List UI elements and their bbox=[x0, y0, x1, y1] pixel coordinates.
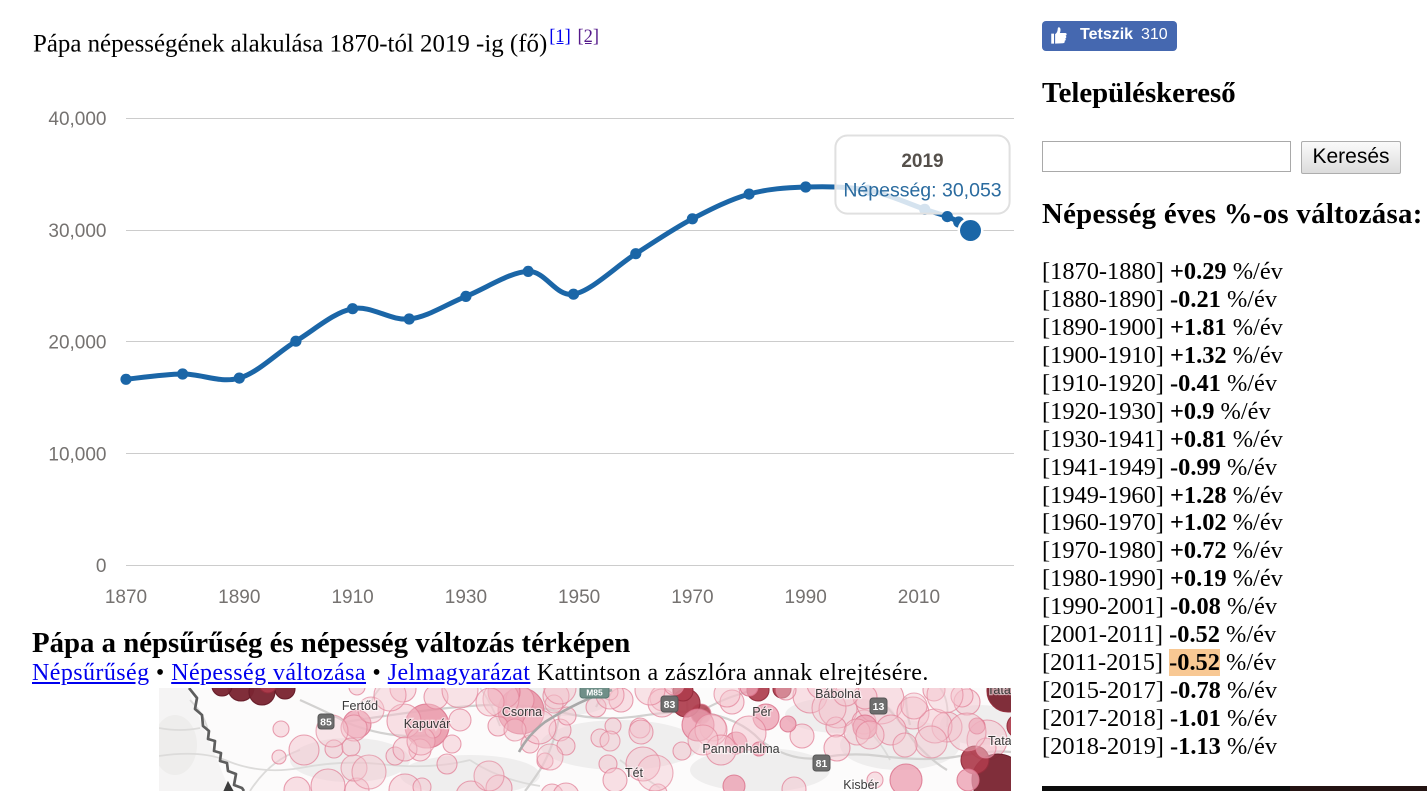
svg-text:Fertőd: Fertőd bbox=[342, 699, 378, 713]
svg-text:0: 0 bbox=[96, 556, 107, 577]
svg-text:1970: 1970 bbox=[671, 587, 713, 608]
svg-text:2010: 2010 bbox=[898, 587, 940, 608]
svg-text:Kapuvár: Kapuvár bbox=[404, 717, 451, 731]
svg-text:2019: 2019 bbox=[901, 151, 943, 172]
svg-text:1910: 1910 bbox=[331, 587, 373, 608]
svg-text:83: 83 bbox=[664, 699, 676, 711]
svg-text:40,000: 40,000 bbox=[48, 109, 106, 130]
svg-text:10,000: 10,000 bbox=[48, 444, 106, 465]
svg-text:Tét: Tét bbox=[625, 766, 644, 780]
svg-text:Pér: Pér bbox=[752, 705, 771, 719]
svg-text:13: 13 bbox=[873, 701, 885, 713]
svg-text:81: 81 bbox=[816, 758, 828, 770]
svg-text:Bábolna: Bábolna bbox=[815, 688, 861, 701]
svg-text:1990: 1990 bbox=[785, 587, 827, 608]
svg-text:Kisbér: Kisbér bbox=[843, 778, 878, 791]
svg-text:Pannonhalma: Pannonhalma bbox=[702, 742, 779, 756]
svg-text:1870: 1870 bbox=[105, 587, 147, 608]
svg-text:1950: 1950 bbox=[558, 587, 600, 608]
svg-text:Tata: Tata bbox=[988, 734, 1011, 748]
svg-text:Tata: Tata bbox=[987, 688, 1011, 697]
svg-text:1890: 1890 bbox=[218, 587, 260, 608]
svg-text:85: 85 bbox=[320, 717, 332, 729]
svg-text:Népesség: 30,053: Népesség: 30,053 bbox=[843, 180, 1001, 202]
svg-text:M85: M85 bbox=[586, 688, 603, 698]
svg-text:1930: 1930 bbox=[445, 587, 487, 608]
svg-text:Csorna: Csorna bbox=[502, 705, 542, 719]
svg-text:20,000: 20,000 bbox=[48, 333, 106, 354]
svg-text:30,000: 30,000 bbox=[48, 221, 106, 242]
